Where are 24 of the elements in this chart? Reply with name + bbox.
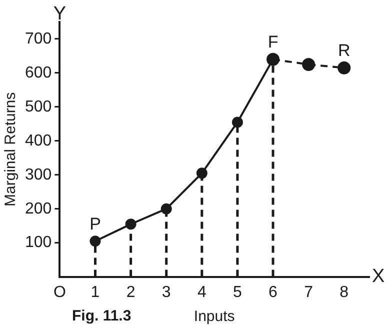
y-tick-label: 500 <box>24 98 52 116</box>
y-tick-label: 700 <box>24 30 52 48</box>
y-tick-label: 600 <box>24 64 52 82</box>
annotation: Y <box>53 4 66 25</box>
x-tick-label: 3 <box>162 284 171 301</box>
annotation: R <box>338 41 350 60</box>
annotation: P <box>90 214 101 234</box>
x-axis-title: Inputs <box>194 308 235 326</box>
y-tick-label: 100 <box>24 234 52 252</box>
y-tick-label: 200 <box>24 200 52 218</box>
text: X <box>372 266 385 288</box>
x-tick-label: 2 <box>126 284 136 301</box>
x-tick-label: 7 <box>304 284 314 301</box>
caption: Fig. 11.3 <box>72 308 132 325</box>
y-axis-title: Marginal Returns <box>2 92 20 207</box>
x-tick-label: O <box>53 284 66 301</box>
y-tick-label: 400 <box>24 132 52 150</box>
y-tick-label: 300 <box>24 166 52 184</box>
x-tick-label: 1 <box>90 284 100 301</box>
annotation: F <box>268 32 278 52</box>
x-tick-label: 4 <box>197 284 206 301</box>
x-tick-label: 8 <box>340 284 349 301</box>
x-tick-label: 5 <box>233 284 242 301</box>
x-tick-label: 6 <box>268 284 278 301</box>
